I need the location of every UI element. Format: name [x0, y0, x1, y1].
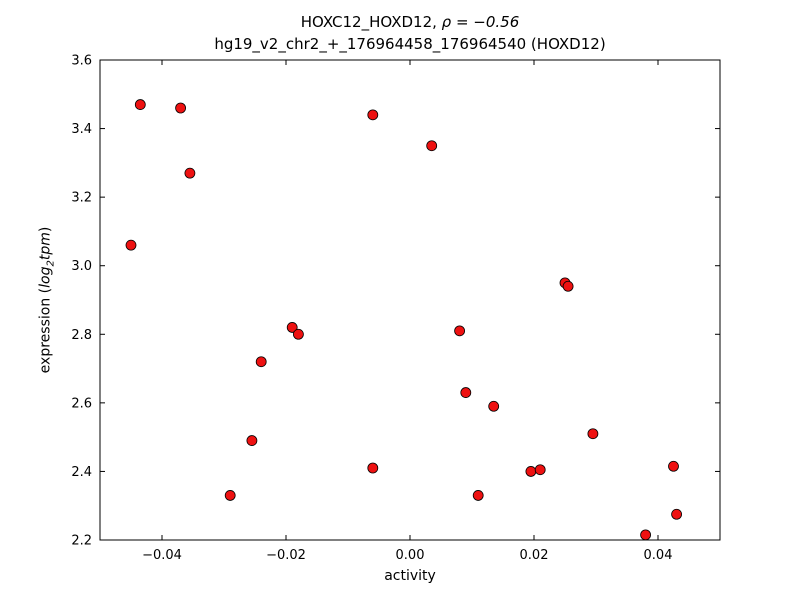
scatter-point [488, 400, 500, 412]
y-axis-label-unit: tpm [37, 232, 54, 261]
scatter-point [671, 508, 682, 520]
scatter-point [246, 435, 258, 446]
scatter-point [472, 490, 484, 501]
x-tick-label: −0.02 [266, 548, 306, 563]
scatter-point [125, 239, 137, 251]
scatter-point [286, 322, 298, 333]
y-axis-label-prefix: expression ( [37, 287, 54, 374]
scatter-point [224, 490, 236, 501]
y-tick-label: 2.6 [71, 396, 92, 411]
x-axis-label: activity [384, 568, 436, 584]
scatter-point [292, 328, 304, 340]
scatter-point [460, 387, 472, 398]
y-tick-label: 3.6 [71, 54, 92, 69]
y-tick-label: 3.4 [71, 122, 92, 137]
chart-title-text: HOXC12_HOXD12, [301, 13, 442, 32]
x-tick-label: −0.04 [142, 548, 182, 563]
plot-frame [99, 59, 721, 541]
scatter-point [367, 109, 379, 121]
scatter-point [668, 460, 679, 472]
y-axis-label-suffix: ) [37, 226, 54, 233]
y-tick-label: 3.0 [71, 259, 92, 274]
chart-subtitle: hg19_v2_chr2_+_176964458_176964540 (HOXD… [214, 35, 605, 54]
scatter-point [367, 462, 379, 474]
y-axis-label-log: log [37, 266, 54, 288]
scatter-point [175, 102, 187, 114]
y-tick-label: 2.8 [71, 328, 92, 343]
y-tick-label: 2.2 [71, 534, 92, 549]
x-tick-label: 0.04 [644, 548, 673, 563]
scatter-point [134, 99, 146, 110]
chart-title: HOXC12_HOXD12, ρ = −0.56 [301, 13, 520, 32]
scatter-point [426, 140, 438, 152]
plot-area: −0.04 −0.02 0.00 0.02 0.04 2.2 2.4 2.6 2.8 3.0 3.2… [71, 54, 721, 563]
scatter-point [640, 529, 651, 541]
scatter-point [184, 167, 196, 179]
scatter-point [255, 356, 267, 368]
x-tick-label: 0.00 [396, 548, 425, 563]
y-tick-label: 2.4 [71, 465, 92, 480]
y-axis-label-sub: 2 [45, 260, 57, 267]
y-axis-label: expression (log2tpm) [38, 227, 57, 374]
scatter-point [587, 428, 599, 440]
scatter-point [562, 280, 574, 292]
scatter-point [525, 466, 537, 477]
x-tick-label: 0.02 [520, 548, 549, 563]
scatter-point [534, 464, 546, 476]
y-tick-label: 3.2 [71, 191, 92, 206]
scatter-point [454, 325, 466, 337]
chart-title-rho: ρ = −0.56 [442, 13, 520, 31]
